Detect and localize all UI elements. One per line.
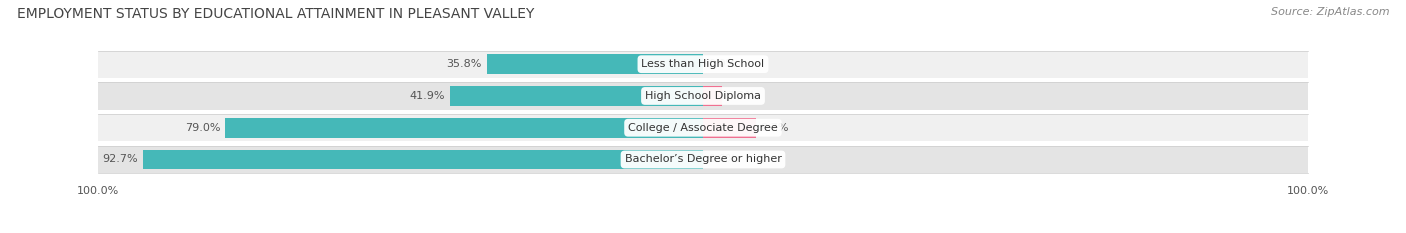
Text: Less than High School: Less than High School <box>641 59 765 69</box>
Text: 79.0%: 79.0% <box>186 123 221 133</box>
Text: 3.2%: 3.2% <box>727 91 755 101</box>
Bar <box>98 146 1308 173</box>
Text: 0.0%: 0.0% <box>707 59 737 69</box>
Text: College / Associate Degree: College / Associate Degree <box>628 123 778 133</box>
Text: 8.7%: 8.7% <box>761 123 789 133</box>
Bar <box>703 118 755 137</box>
Bar <box>450 86 703 106</box>
Bar <box>486 54 703 74</box>
Bar <box>703 86 723 106</box>
Bar <box>142 150 703 169</box>
Legend: In Labor Force, Unemployed: In Labor Force, Unemployed <box>599 230 807 233</box>
Bar <box>98 51 1308 78</box>
Text: High School Diploma: High School Diploma <box>645 91 761 101</box>
Text: EMPLOYMENT STATUS BY EDUCATIONAL ATTAINMENT IN PLEASANT VALLEY: EMPLOYMENT STATUS BY EDUCATIONAL ATTAINM… <box>17 7 534 21</box>
Bar <box>98 114 1308 141</box>
Text: Source: ZipAtlas.com: Source: ZipAtlas.com <box>1271 7 1389 17</box>
Bar <box>225 118 703 137</box>
Text: 0.0%: 0.0% <box>707 154 737 164</box>
Text: 41.9%: 41.9% <box>409 91 444 101</box>
Text: 35.8%: 35.8% <box>446 59 482 69</box>
Bar <box>98 82 1308 110</box>
Text: Bachelor’s Degree or higher: Bachelor’s Degree or higher <box>624 154 782 164</box>
Text: 92.7%: 92.7% <box>103 154 138 164</box>
